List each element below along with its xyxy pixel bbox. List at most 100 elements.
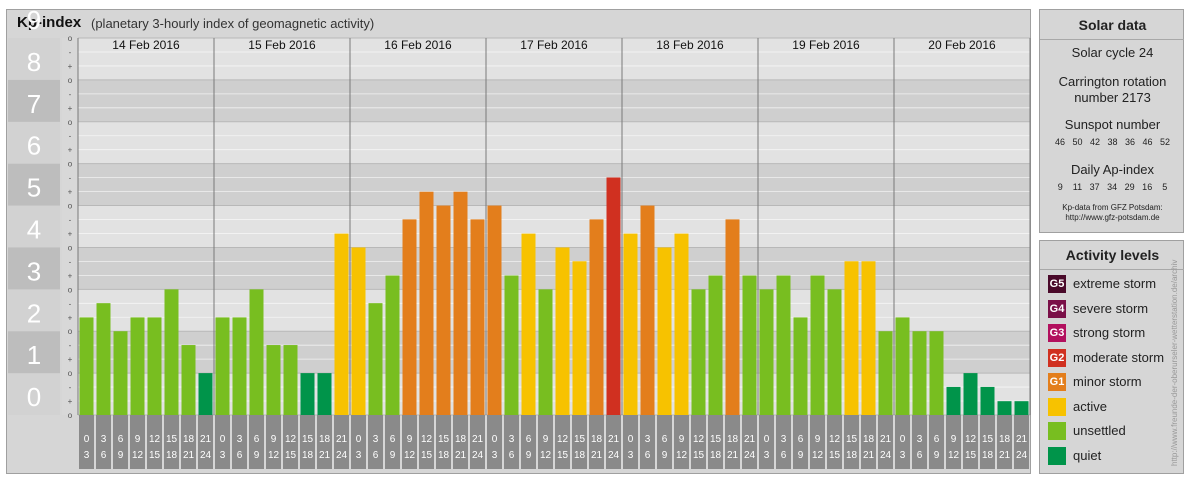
legend-swatch-active	[1048, 397, 1066, 416]
hour-cell	[555, 415, 570, 469]
hour-end-label: 9	[118, 450, 124, 461]
y-band-8	[8, 38, 60, 80]
kp-bar	[572, 261, 587, 415]
kp-bar	[181, 345, 196, 415]
hour-cell	[453, 415, 468, 469]
y-submark: -	[69, 216, 72, 225]
hour-cell	[997, 415, 1012, 469]
y-submark: o	[68, 327, 73, 336]
hour-cell	[130, 415, 145, 469]
y-submark: -	[69, 257, 72, 266]
hour-end-label: 6	[781, 450, 787, 461]
legend-swatch-extreme-storm: G5	[1048, 275, 1066, 293]
y-tick-label: 3	[27, 256, 41, 286]
divider	[1040, 269, 1184, 270]
legend-title: Activity levels	[1065, 247, 1160, 263]
hour-start-label: 21	[472, 434, 484, 445]
hour-cell	[572, 415, 587, 469]
y-submark: -	[69, 341, 72, 350]
y-tick-label: 2	[27, 298, 41, 328]
y-band-4	[8, 205, 60, 248]
hour-cell	[334, 415, 349, 469]
legend-label-moderate-storm: moderate storm	[1073, 349, 1165, 365]
hour-cell	[113, 415, 128, 469]
hour-cell	[878, 415, 893, 469]
legend-swatch-unsettled	[1048, 422, 1066, 440]
legend-swatch-moderate-storm: G2	[1048, 348, 1066, 367]
hour-start-label: 0	[356, 434, 362, 445]
hour-cell	[215, 415, 230, 469]
y-submark: +	[68, 229, 73, 238]
kp-bar	[895, 317, 910, 415]
hour-end-label: 12	[132, 450, 144, 461]
kp-bar	[487, 205, 502, 415]
kp-bar	[810, 275, 825, 415]
legend-label-active: active	[1073, 398, 1107, 414]
hour-end-label: 15	[829, 450, 841, 461]
hour-cell	[283, 415, 298, 469]
hour-start-label: 9	[951, 434, 957, 445]
hour-start-label: 18	[999, 434, 1011, 445]
kp-bar	[436, 205, 451, 415]
kp-bar	[589, 219, 604, 415]
hour-end-label: 9	[390, 450, 396, 461]
hour-cell	[487, 415, 502, 469]
hour-cell	[759, 415, 774, 469]
hour-cell	[317, 415, 332, 469]
kp-bar	[640, 205, 655, 415]
hour-cell	[385, 415, 400, 469]
y-band-3	[8, 247, 60, 290]
hour-cell	[1014, 415, 1029, 469]
hour-end-label: 9	[798, 450, 804, 461]
hour-cell	[147, 415, 162, 469]
y-submark: +	[68, 62, 73, 71]
hour-start-label: 12	[557, 434, 569, 445]
hour-start-label: 18	[591, 434, 603, 445]
y-submark: -	[69, 299, 72, 308]
kp-bar	[317, 373, 332, 415]
hour-cell	[470, 415, 485, 469]
hour-start-label: 9	[543, 434, 549, 445]
chart-title: Kp-index	[17, 14, 82, 31]
y-submark: o	[68, 285, 73, 294]
kp-bar	[164, 289, 179, 415]
hour-start-label: 3	[917, 434, 923, 445]
band-5	[78, 163, 1030, 206]
y-submark: +	[68, 146, 73, 155]
y-submark: -	[69, 48, 72, 57]
kp-bar	[504, 275, 519, 415]
hour-cell	[946, 415, 961, 469]
kp-bar	[742, 275, 757, 415]
hour-end-label: 6	[917, 450, 923, 461]
y-submark: o	[68, 202, 73, 211]
hour-end-label: 18	[574, 450, 586, 461]
hour-start-label: 0	[900, 434, 906, 445]
kp-bar	[334, 233, 349, 415]
hour-cell	[895, 415, 910, 469]
hour-end-label: 24	[200, 450, 212, 461]
hour-end-label: 3	[84, 450, 90, 461]
hour-cell	[402, 415, 417, 469]
hour-end-label: 24	[744, 450, 756, 461]
hour-end-label: 21	[455, 450, 467, 461]
hour-start-label: 12	[829, 434, 841, 445]
hour-start-label: 18	[863, 434, 875, 445]
day-label: 19 Feb 2016	[792, 38, 860, 52]
hour-start-label: 12	[149, 434, 161, 445]
hour-cell	[827, 415, 842, 469]
kp-bar	[555, 247, 570, 415]
hour-start-label: 21	[744, 434, 756, 445]
hour-cell	[912, 415, 927, 469]
y-submark: +	[68, 313, 73, 322]
kp-bar	[623, 233, 638, 415]
hour-cell	[79, 415, 94, 469]
source-line2[interactable]: http://www.gfz-potsdam.de	[1065, 213, 1160, 222]
hour-cell	[419, 415, 434, 469]
hour-start-label: 15	[710, 434, 722, 445]
y-tick-label: 0	[27, 382, 41, 412]
hour-end-label: 12	[268, 450, 280, 461]
legend-label-extreme-storm: extreme storm	[1073, 276, 1157, 291]
y-submark: +	[68, 104, 73, 113]
hour-cell	[589, 415, 604, 469]
